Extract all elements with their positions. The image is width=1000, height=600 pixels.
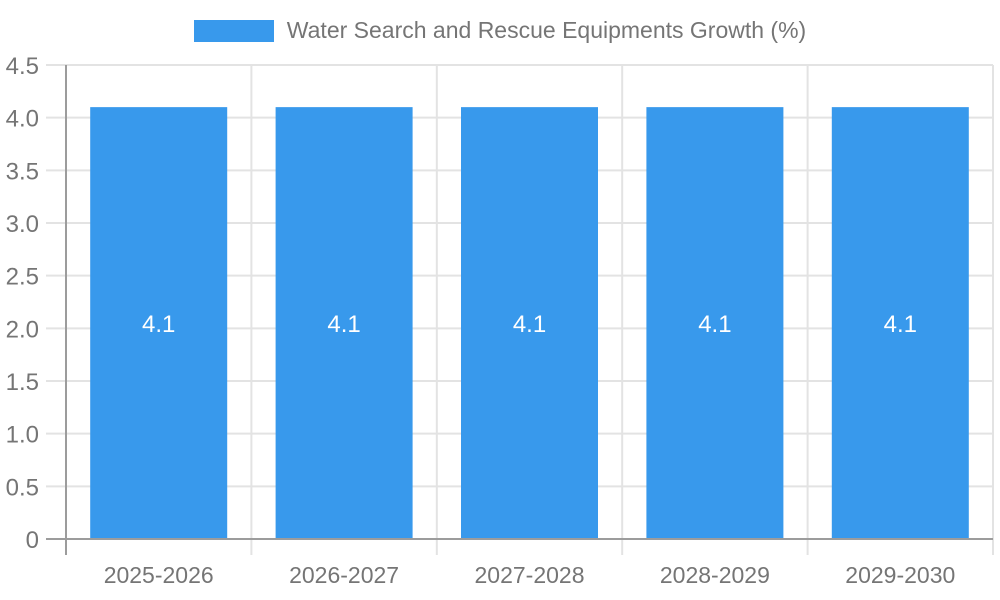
legend-swatch <box>193 19 274 42</box>
x-tick-label: 2029-2030 <box>845 562 955 588</box>
bar-value-label: 4.1 <box>513 311 546 338</box>
y-tick-label: 0 <box>26 527 39 554</box>
legend[interactable]: Water Search and Rescue Equipments Growt… <box>0 17 1000 44</box>
bar-2025-2026 <box>90 107 228 539</box>
y-tick-label: 3.5 <box>6 158 39 185</box>
y-tick-label: 1.0 <box>6 422 39 449</box>
y-tick-label: 2.0 <box>6 316 39 343</box>
y-tick-label: 1.5 <box>6 369 39 396</box>
y-tick-label: 3.0 <box>6 211 39 238</box>
bar-value-label: 4.1 <box>884 311 917 338</box>
bar-value-label: 4.1 <box>698 311 731 338</box>
legend-label: Water Search and Rescue Equipments Growt… <box>286 17 807 43</box>
bar-2028-2029 <box>646 107 784 539</box>
bar-value-label: 4.1 <box>142 311 175 338</box>
bar-2026-2027 <box>275 107 413 539</box>
y-tick-label: 4.0 <box>6 106 39 133</box>
y-tick-label: 4.5 <box>6 53 39 80</box>
x-tick-label: 2028-2029 <box>660 562 770 588</box>
x-tick-label: 2027-2028 <box>475 562 585 588</box>
bar-2027-2028 <box>461 107 598 539</box>
y-tick-label: 2.5 <box>6 264 39 291</box>
y-tick-label: 0.5 <box>6 474 39 501</box>
x-tick-label: 2026-2027 <box>289 562 399 588</box>
bar-2029-2030 <box>831 107 969 539</box>
x-tick-label: 2025-2026 <box>104 562 214 588</box>
bar-value-label: 4.1 <box>327 311 360 338</box>
